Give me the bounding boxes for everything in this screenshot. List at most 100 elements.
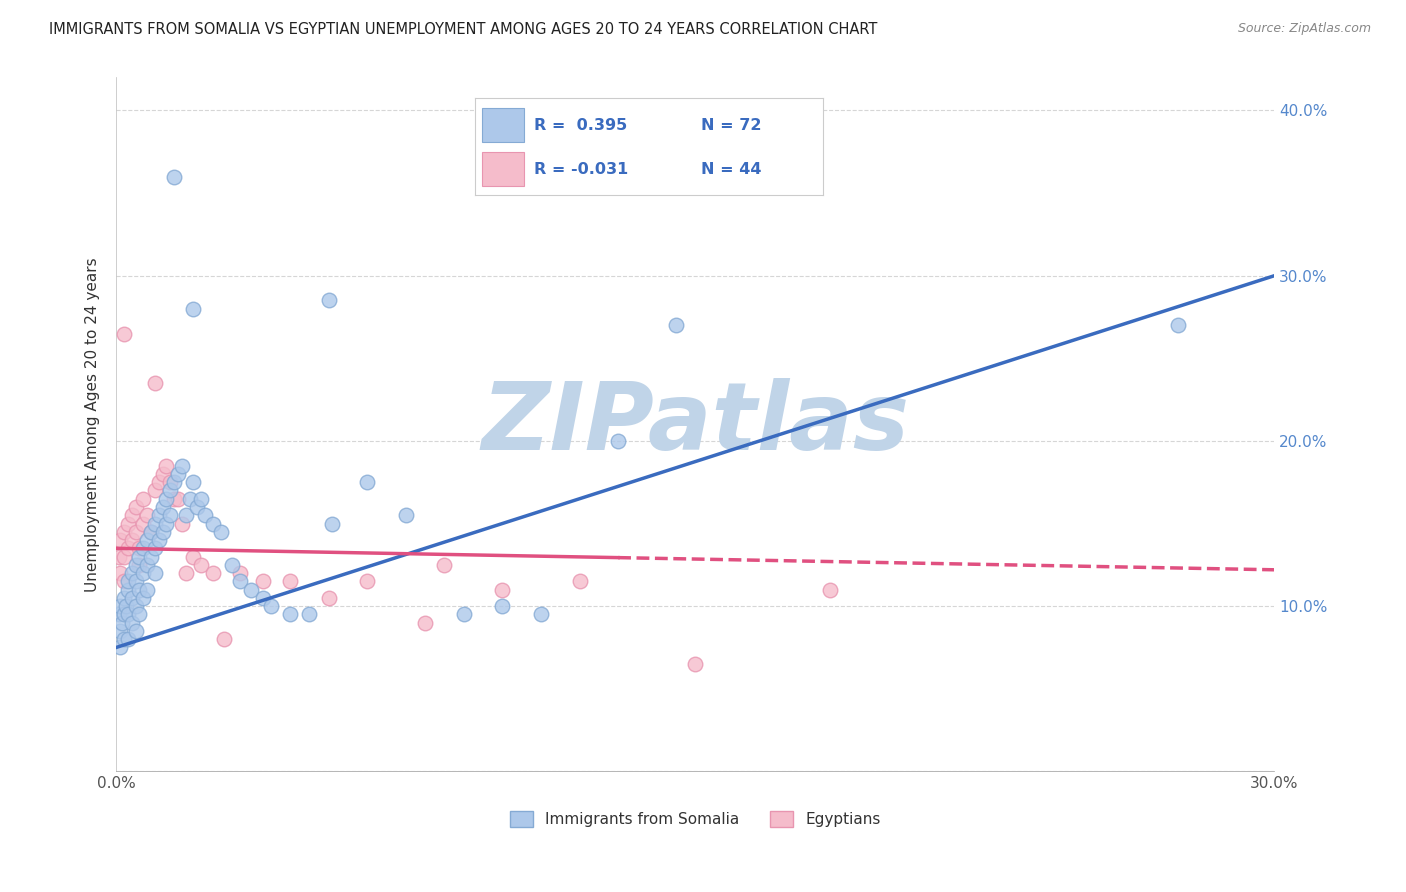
Point [136,582,159,597]
Point [152,500,174,514]
Point [143,376,166,390]
Point [186,500,208,514]
Point [108,607,131,622]
Text: IMMIGRANTS FROM SOMALIA VS EGYPTIAN UNEMPLOYMENT AMONG AGES 20 TO 24 YEARS CORRE: IMMIGRANTS FROM SOMALIA VS EGYPTIAN UNEM… [49,22,877,37]
Point [111,615,134,630]
Point [136,508,159,523]
Point [112,607,135,622]
Point [433,558,456,572]
Point [201,516,224,531]
Point [665,318,688,333]
Point [194,508,217,523]
Point [128,607,150,622]
Point [128,549,150,564]
Point [124,624,146,638]
Point [117,582,139,597]
Point [117,574,139,589]
Point [132,516,155,531]
Point [170,458,193,473]
Point [124,558,146,572]
Point [132,491,155,506]
Point [132,566,155,580]
Point [491,599,513,614]
Point [174,566,197,580]
Point [121,615,143,630]
Point [108,533,131,547]
Point [183,301,205,316]
Point [108,566,131,580]
Y-axis label: Unemployment Among Ages 20 to 24 years: Unemployment Among Ages 20 to 24 years [86,257,100,591]
Point [117,516,139,531]
Point [139,549,162,564]
Point [179,491,201,506]
Point [174,508,197,523]
Point [321,516,343,531]
Point [159,475,181,490]
Point [1167,318,1189,333]
Point [159,508,181,523]
Point [820,582,842,597]
Point [143,566,166,580]
Point [201,566,224,580]
Point [209,524,232,539]
Point [298,607,321,622]
Point [121,533,143,547]
Point [229,566,252,580]
Point [167,491,190,506]
Point [148,533,170,547]
Point [152,467,174,481]
Point [530,607,553,622]
Legend: Immigrants from Somalia, Egyptians: Immigrants from Somalia, Egyptians [503,805,887,833]
Point [163,475,186,490]
Point [128,582,150,597]
Point [685,657,707,671]
Point [260,599,283,614]
Point [190,491,212,506]
Point [148,508,170,523]
Point [252,574,274,589]
Point [167,467,190,481]
Point [112,524,135,539]
Point [159,483,181,498]
Point [124,500,146,514]
Point [163,169,186,184]
Point [395,508,418,523]
Point [112,591,135,605]
Point [229,574,252,589]
Point [607,434,630,448]
Point [143,541,166,556]
Point [148,475,170,490]
Point [139,524,162,539]
Point [117,632,139,647]
Point [132,541,155,556]
Point [112,326,135,341]
Point [128,541,150,556]
Point [124,574,146,589]
Point [136,558,159,572]
Point [318,591,340,605]
Point [183,549,205,564]
Point [190,558,212,572]
Point [108,624,131,638]
Text: Source: ZipAtlas.com: Source: ZipAtlas.com [1237,22,1371,36]
Point [128,558,150,572]
Point [143,516,166,531]
Point [124,524,146,539]
Point [356,574,378,589]
Point [240,582,263,597]
Point [278,607,301,622]
Point [108,599,131,614]
Text: ZIPatlas: ZIPatlas [481,378,910,470]
Point [155,458,177,473]
Point [278,574,301,589]
Point [183,475,205,490]
Point [453,607,475,622]
Point [112,632,135,647]
Point [124,599,146,614]
Point [132,591,155,605]
Point [318,293,340,308]
Point [155,491,177,506]
Point [112,574,135,589]
Point [108,640,131,655]
Point [108,549,131,564]
